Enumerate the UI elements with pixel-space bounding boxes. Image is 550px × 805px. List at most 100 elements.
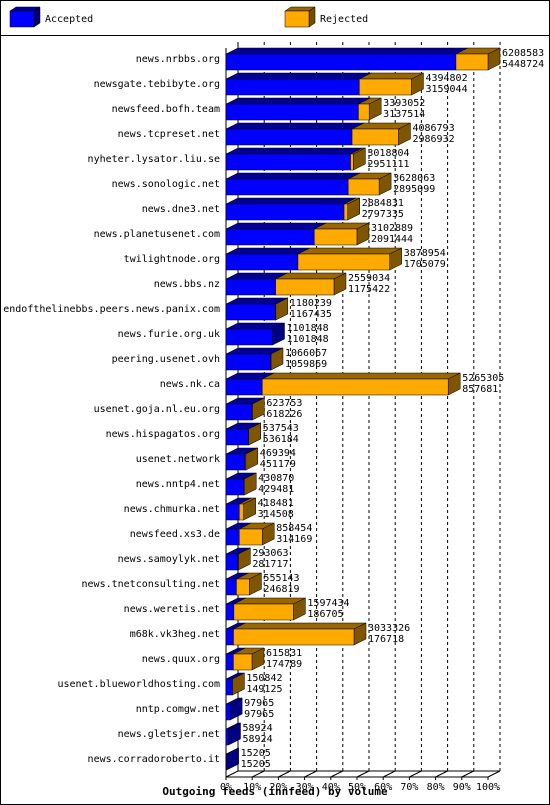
bar-accepted bbox=[225, 747, 239, 771]
value-label-accepted: 2895099 bbox=[393, 184, 435, 195]
bar-front bbox=[225, 328, 273, 346]
x-tick-label: 60% bbox=[374, 782, 392, 793]
bar-front bbox=[275, 303, 277, 321]
y-tick-label: news.sonologic.net bbox=[112, 179, 220, 190]
value-label-total: 1597434 bbox=[307, 598, 349, 609]
value-label-accepted: 451179 bbox=[260, 459, 296, 470]
value-label-total: 5265305 bbox=[462, 373, 504, 384]
x-tick-label: 30% bbox=[296, 782, 314, 793]
bar-rejected bbox=[275, 297, 289, 321]
bar-top bbox=[225, 247, 311, 255]
bar-front bbox=[455, 53, 489, 71]
bar-front bbox=[225, 128, 353, 146]
bar-front bbox=[225, 353, 271, 371]
bar-top bbox=[225, 47, 469, 55]
value-label-total: 1066067 bbox=[285, 348, 327, 359]
bar-top bbox=[225, 122, 365, 130]
floor-tick bbox=[278, 770, 291, 778]
value-label-accepted: 618226 bbox=[266, 409, 302, 420]
bar-top bbox=[225, 147, 363, 155]
bar-rejected bbox=[239, 522, 275, 546]
floor-tick bbox=[251, 770, 265, 778]
bar-front bbox=[233, 603, 294, 621]
value-label-accepted: 1167435 bbox=[290, 309, 332, 320]
bar-top bbox=[225, 197, 357, 205]
value-label-total: 469394 bbox=[260, 448, 296, 459]
bar-front bbox=[225, 428, 249, 446]
value-label-accepted: 1175422 bbox=[348, 284, 390, 295]
value-label-accepted: 5448724 bbox=[502, 59, 544, 70]
y-tick-label: news.nk.ca bbox=[160, 379, 220, 390]
value-label-total: 3628063 bbox=[393, 173, 435, 184]
bar-front bbox=[225, 203, 345, 221]
bar-accepted bbox=[225, 97, 371, 121]
x-tick-label: 70% bbox=[400, 782, 418, 793]
value-label-accepted: 2951111 bbox=[367, 159, 409, 170]
value-label-accepted: 1705079 bbox=[404, 259, 446, 270]
value-label-total: 3102889 bbox=[371, 223, 413, 234]
bar-front bbox=[225, 478, 245, 496]
bar-top bbox=[297, 247, 402, 255]
floor-tick bbox=[487, 770, 501, 778]
y-tick-label: nyheter.lysator.liu.se bbox=[88, 154, 220, 165]
bar-rejected bbox=[244, 447, 259, 471]
value-label-accepted: 58924 bbox=[242, 734, 272, 745]
value-label-accepted: 97965 bbox=[244, 709, 274, 720]
value-label-total: 537543 bbox=[263, 423, 299, 434]
floor-tick bbox=[225, 770, 239, 778]
bar-rejected bbox=[347, 172, 392, 196]
y-tick-label: news.nntp4.net bbox=[136, 479, 220, 490]
value-label-accepted: 1059869 bbox=[285, 359, 327, 370]
bar-front bbox=[225, 678, 233, 696]
bar-rejected bbox=[232, 672, 245, 696]
bar-front bbox=[244, 453, 247, 471]
bar-front bbox=[239, 528, 263, 546]
value-label-total: 2559034 bbox=[348, 273, 390, 284]
bar-front bbox=[225, 228, 315, 246]
value-label-accepted: 314169 bbox=[276, 534, 312, 545]
value-label-accepted: 2986932 bbox=[412, 134, 454, 145]
y-tick-label: news.bbs.nz bbox=[154, 279, 220, 290]
bar-front bbox=[225, 253, 299, 271]
bar-front bbox=[225, 603, 235, 621]
y-tick-label: usenet.network bbox=[136, 454, 220, 465]
bar-accepted bbox=[225, 247, 311, 271]
bar-front bbox=[225, 753, 227, 771]
bar-front bbox=[350, 153, 354, 171]
bar-front bbox=[225, 378, 263, 396]
bar-rejected bbox=[236, 572, 262, 596]
value-label-accepted: 186705 bbox=[307, 609, 343, 620]
bar-front bbox=[343, 203, 348, 221]
bar-front bbox=[225, 303, 276, 321]
value-label-total: 3393052 bbox=[383, 98, 425, 109]
bar-rejected bbox=[351, 122, 411, 146]
value-label-total: 858454 bbox=[276, 523, 312, 534]
bar-rejected bbox=[275, 272, 347, 296]
value-label-accepted: 281717 bbox=[252, 559, 288, 570]
x-tick-label: 80% bbox=[427, 782, 445, 793]
value-label-accepted: 1101848 bbox=[286, 334, 328, 345]
value-label-accepted: 15205 bbox=[241, 759, 271, 770]
bar-front bbox=[225, 78, 360, 96]
bar-rejected bbox=[270, 347, 284, 371]
bar-front bbox=[225, 553, 239, 571]
y-tick-label: usenet.goja.nl.eu.org bbox=[94, 404, 220, 415]
y-tick-label: nntp.comgw.net bbox=[136, 704, 220, 715]
bar-front bbox=[225, 528, 240, 546]
value-label-total: 2884831 bbox=[362, 198, 404, 209]
bar-rejected bbox=[261, 372, 461, 396]
value-label-total: 3018804 bbox=[367, 148, 409, 159]
bar-accepted bbox=[225, 697, 243, 721]
bar-rejected bbox=[343, 197, 360, 221]
value-label-total: 623753 bbox=[266, 398, 302, 409]
bar-front bbox=[358, 103, 370, 121]
value-label-total: 1101848 bbox=[286, 323, 328, 334]
bar-front bbox=[225, 178, 349, 196]
floor-tick bbox=[461, 770, 475, 778]
value-label-total: 6208583 bbox=[502, 48, 544, 59]
value-label-accepted: 429481 bbox=[258, 484, 294, 495]
value-label-total: 3033326 bbox=[368, 623, 410, 634]
floor-tick bbox=[304, 770, 317, 778]
value-label-total: 430870 bbox=[258, 473, 294, 484]
